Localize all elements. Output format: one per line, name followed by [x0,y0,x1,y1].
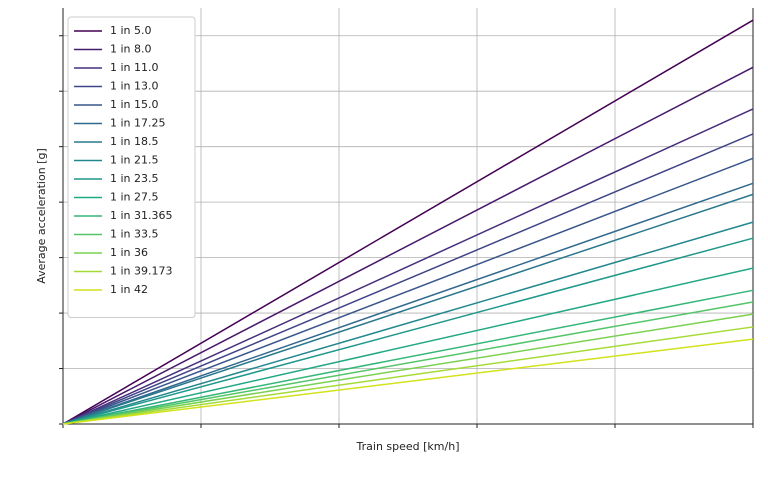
series-line [62,19,754,425]
legend-label: 1 in 21.5 [110,154,159,167]
series-line [62,157,754,425]
series-line [62,221,754,425]
y-axis-label: Average acceleration [g] [35,148,48,284]
series-line [62,133,754,425]
legend-label: 1 in 31.365 [110,209,173,222]
legend: 1 in 5.0 1 in 8.0 1 in 11.0 1 in 13.0 1 in 1… [67,16,196,318]
x-axis-label: Train speed [km/h] [356,440,460,453]
legend-label: 1 in 42 [110,283,148,296]
legend-label: 1 in 5.0 [110,24,152,37]
series-line [62,289,754,425]
series-line [62,301,754,425]
series-line [62,326,754,425]
legend-label: 1 in 13.0 [110,80,159,93]
series-line [62,267,754,425]
legend-label: 1 in 39.173 [110,265,173,278]
legend-label: 1 in 15.0 [110,98,159,111]
legend-label: 1 in 23.5 [110,172,159,185]
series-line [62,338,754,425]
series-line [62,182,754,425]
legend-box [67,16,196,318]
legend-label: 1 in 8.0 [110,43,152,56]
legend-label: 1 in 27.5 [110,191,159,204]
legend-label: 1 in 18.5 [110,135,159,148]
series-line [62,193,754,425]
series-line [62,108,754,425]
legend-label: 1 in 17.25 [110,117,166,130]
legend-label: 1 in 36 [110,246,148,259]
series-line [62,66,754,425]
legend-label: 1 in 33.5 [110,228,159,241]
series-line [62,237,754,425]
series-line [62,313,754,425]
legend-label: 1 in 11.0 [110,61,159,74]
